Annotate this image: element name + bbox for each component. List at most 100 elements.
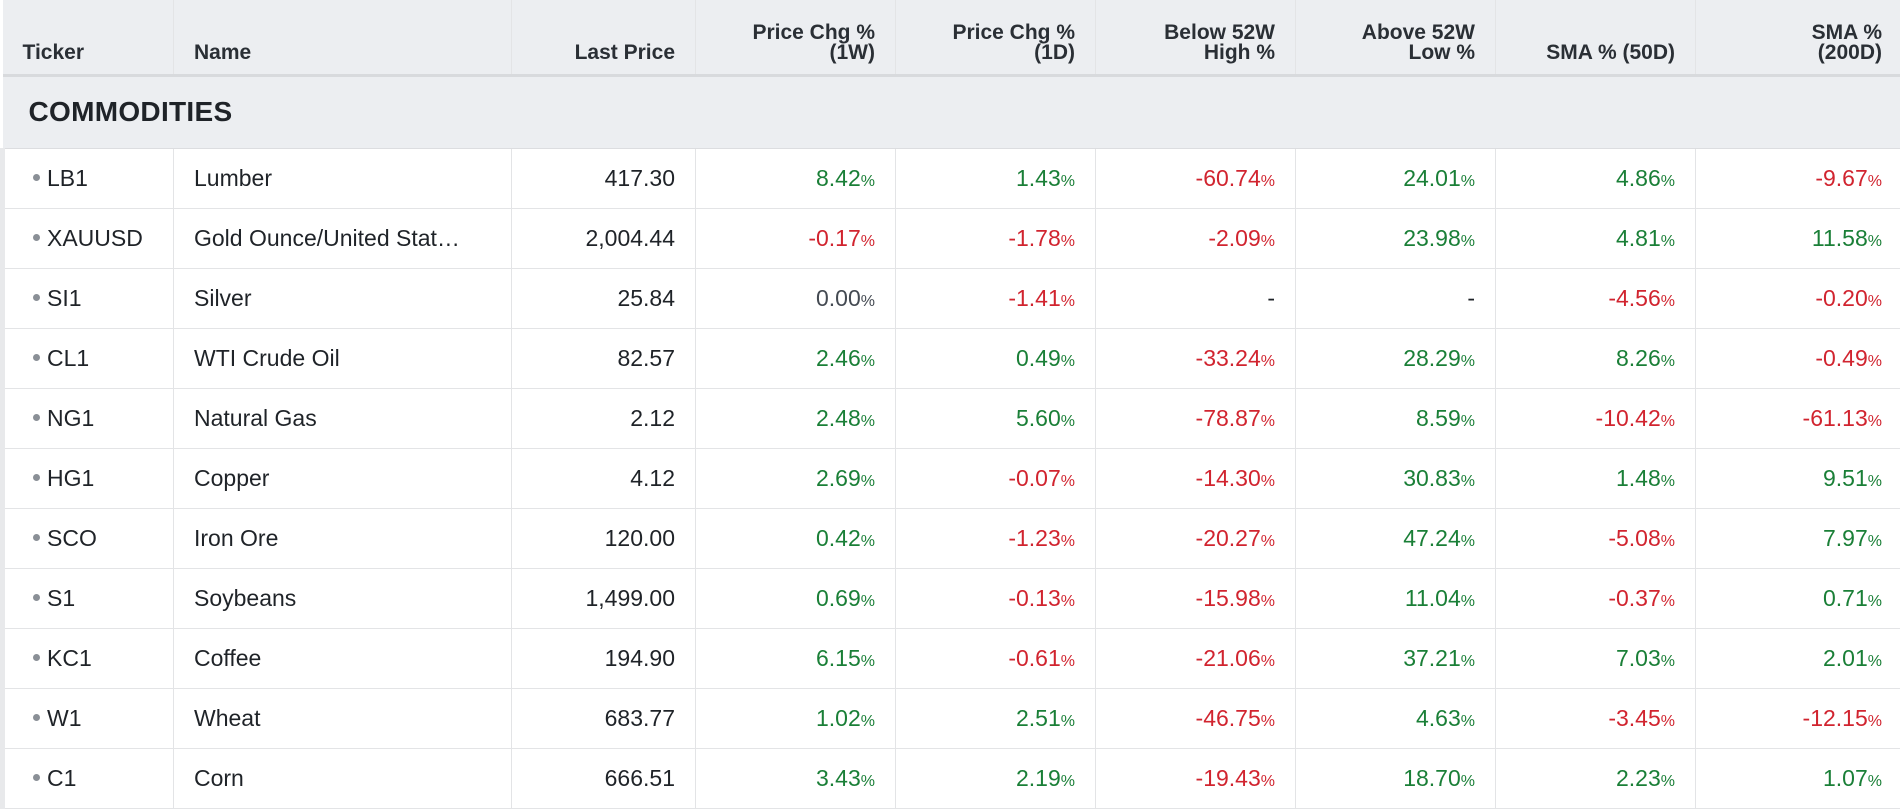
sma-50d-cell: -5.08% (1495, 508, 1696, 569)
value-text: -46.75 (1195, 704, 1261, 731)
price-chg-1w-cell: 2.46% (695, 328, 896, 389)
above-52w-low-cell: 8.59% (1295, 388, 1496, 449)
ticker-cell[interactable]: CL1 (0, 328, 174, 389)
ticker-cell[interactable]: NG1 (0, 388, 174, 449)
name-cell[interactable]: Soybeans (173, 568, 512, 629)
below-52w-high-cell: -14.30% (1095, 448, 1296, 509)
value-text: 0.00 (816, 284, 861, 311)
value-text: 6.15 (816, 644, 861, 671)
ticker-cell[interactable]: S1 (0, 568, 174, 629)
ticker-symbol: CL1 (47, 344, 90, 371)
percent-sign: % (1460, 652, 1475, 670)
name-cell[interactable]: Coffee (173, 628, 512, 689)
name-cell[interactable]: Wheat (173, 688, 512, 749)
sma-200d-cell: -0.49% (1695, 328, 1900, 389)
column-header-sma-50d[interactable]: SMA % (50D) (1495, 0, 1696, 77)
percent-sign: % (1660, 232, 1675, 250)
value-text: 2.46 (816, 344, 861, 371)
below-52w-high-cell: -15.98% (1095, 568, 1296, 629)
percent-sign: % (1867, 592, 1882, 610)
percent-sign: % (1660, 652, 1675, 670)
price-chg-1w-cell: 2.48% (695, 388, 896, 449)
name-cell[interactable]: Iron Ore (173, 508, 512, 569)
below-52w-high-cell: -33.24% (1095, 328, 1296, 389)
price-chg-1d-cell: 2.19% (895, 748, 1096, 809)
percent-sign: % (860, 652, 875, 670)
price-chg-1w-cell: 1.02% (695, 688, 896, 749)
column-header-ticker[interactable]: Ticker (2, 0, 174, 77)
above-52w-low-cell: 23.98% (1295, 208, 1496, 269)
percent-sign: % (860, 592, 875, 610)
name-cell[interactable]: WTI Crude Oil (173, 328, 512, 389)
above-52w-low-cell: 47.24% (1295, 508, 1496, 569)
sma-200d-cell: -9.67% (1695, 148, 1900, 209)
ticker-cell[interactable]: SCO (0, 508, 174, 569)
ticker-cell[interactable]: W1 (0, 688, 174, 749)
value-text: 0.71 (1823, 584, 1868, 611)
percent-sign: % (1460, 352, 1475, 370)
table-row[interactable]: SCO Iron Ore 120.00 0.42% -1.23% -20.27% 47.24… (0, 508, 1900, 569)
ticker-cell[interactable]: SI1 (0, 268, 174, 329)
ticker-cell[interactable]: HG1 (0, 448, 174, 509)
value-text: -61.13 (1802, 404, 1868, 431)
ticker-cell[interactable]: KC1 (0, 628, 174, 689)
column-header-label: SMA % (1811, 20, 1882, 44)
name-cell[interactable]: Lumber (173, 148, 512, 209)
ticker-cell[interactable]: XAUUSD (0, 208, 174, 269)
table-row[interactable]: HG1 Copper 4.12 2.69% -0.07% -14.30% 30.83% 1.4… (0, 448, 1900, 509)
ticker-cell[interactable]: C1 (0, 748, 174, 809)
value-text: 1.07 (1823, 764, 1868, 791)
value-text: -0.61 (1008, 644, 1061, 671)
value-text: 8.42 (816, 164, 861, 191)
value-text: 7.97 (1823, 524, 1868, 551)
value-text: 30.83 (1403, 464, 1461, 491)
price-chg-1w-cell: 3.43% (695, 748, 896, 809)
price-chg-1w-cell: 0.42% (695, 508, 896, 569)
table-row[interactable]: CL1 WTI Crude Oil 82.57 2.46% 0.49% -33.24% 28… (0, 328, 1900, 389)
name-cell[interactable]: Gold Ounce/United Stat… (173, 208, 512, 269)
percent-sign: % (860, 532, 875, 550)
table-row[interactable]: W1 Wheat 683.77 1.02% 2.51% -46.75% 4.63% -3.45… (0, 688, 1900, 749)
column-header-label: Ticker (22, 40, 85, 64)
percent-sign: % (1660, 292, 1675, 310)
price-chg-1w-cell: 0.00% (695, 268, 896, 329)
column-header-price-chg-1w[interactable]: Price Chg % (1W) (695, 0, 896, 77)
name-cell[interactable]: Corn (173, 748, 512, 809)
sma-50d-cell: 4.86% (1495, 148, 1696, 209)
percent-sign: % (1660, 772, 1675, 790)
ticker-symbol: KC1 (47, 644, 92, 671)
percent-sign: % (1660, 712, 1675, 730)
table-row[interactable]: KC1 Coffee 194.90 6.15% -0.61% -21.06% 37.21% 7… (0, 628, 1900, 689)
column-header-name[interactable]: Name (173, 0, 512, 77)
column-header-sma-200d[interactable]: SMA % (200D) (1695, 0, 1900, 77)
column-header-label: Last Price (574, 40, 675, 64)
name-cell[interactable]: Copper (173, 448, 512, 509)
price-chg-1d-cell: 5.60% (895, 388, 1096, 449)
last-price-cell: 25.84 (511, 268, 696, 329)
name-cell[interactable]: Natural Gas (173, 388, 512, 449)
price-chg-1d-cell: -0.61% (895, 628, 1096, 689)
ticker-cell[interactable]: LB1 (0, 148, 174, 209)
bullet-dot-icon (33, 773, 40, 781)
column-header-above-52w-low[interactable]: Above 52W Low % (1295, 0, 1496, 77)
column-header-below-52w-high[interactable]: Below 52W High % (1095, 0, 1296, 77)
price-chg-1d-cell: 1.43% (895, 148, 1096, 209)
column-header-last-price[interactable]: Last Price (511, 0, 696, 77)
table-row[interactable]: LB1 Lumber 417.30 8.42% 1.43% -60.74% 24.01% 4.… (0, 148, 1900, 209)
value-text: 8.26 (1616, 344, 1661, 371)
table-row[interactable]: S1 Soybeans 1,499.00 0.69% -0.13% -15.98% 11.0… (0, 568, 1900, 629)
table-row[interactable]: XAUUSD Gold Ounce/United Stat… 2,004.44 -0.… (0, 208, 1900, 269)
column-header-price-chg-1d[interactable]: Price Chg % (1D) (895, 0, 1096, 77)
price-chg-1w-cell: 2.69% (695, 448, 896, 509)
name-cell[interactable]: Silver (173, 268, 512, 329)
table-row[interactable]: SI1 Silver 25.84 0.00% -1.41% - - -4.56% -0.20% (0, 268, 1900, 329)
bullet-dot-icon (33, 533, 40, 541)
value-text: -0.20 (1815, 284, 1868, 311)
price-chg-1d-cell: 2.51% (895, 688, 1096, 749)
ticker-symbol: HG1 (47, 464, 95, 491)
percent-sign: % (860, 712, 875, 730)
table-row[interactable]: NG1 Natural Gas 2.12 2.48% 5.60% -78.87% 8.59%… (0, 388, 1900, 449)
table-row[interactable]: C1 Corn 666.51 3.43% 2.19% -19.43% 18.70% 2.23%… (0, 748, 1900, 809)
percent-sign: % (1060, 772, 1075, 790)
